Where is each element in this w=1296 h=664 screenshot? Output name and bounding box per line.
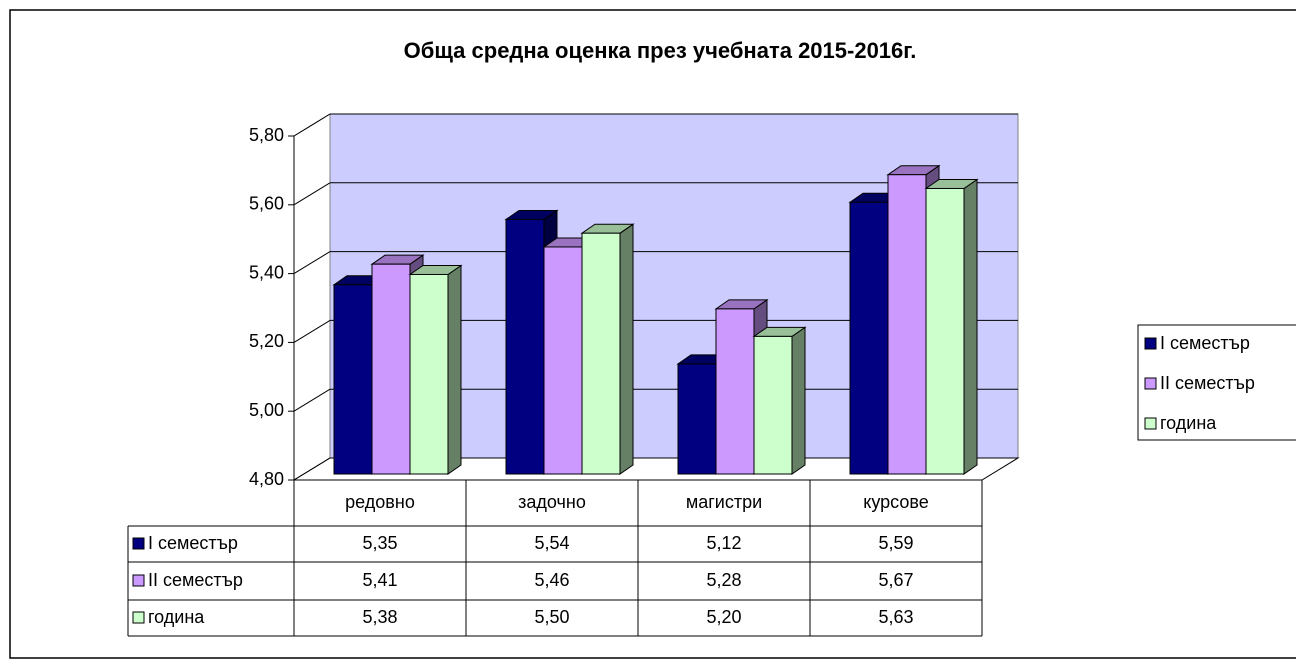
legend-box xyxy=(1137,324,1296,441)
table-value: 5,38 xyxy=(362,607,397,627)
bar xyxy=(715,308,755,475)
grid-line xyxy=(293,251,331,275)
table-value: 5,63 xyxy=(878,607,913,627)
table-value: 5,35 xyxy=(362,533,397,553)
grid-line xyxy=(293,457,331,481)
table-legend-key xyxy=(132,537,145,550)
bar xyxy=(505,218,545,475)
bar xyxy=(333,284,373,475)
bar xyxy=(677,363,717,475)
y-tick-label: 5,00 xyxy=(249,400,284,420)
grid-line xyxy=(293,113,331,137)
x-tick-label: редовно xyxy=(345,492,415,512)
table-value: 5,46 xyxy=(534,570,569,590)
legend-label: II семестър xyxy=(1160,373,1255,393)
grid-line xyxy=(293,182,331,206)
table-legend-key xyxy=(132,574,145,587)
bar xyxy=(887,174,927,475)
grid-line xyxy=(293,388,331,412)
table-value: 5,28 xyxy=(706,570,741,590)
table-value: 5,59 xyxy=(878,533,913,553)
bar xyxy=(925,187,965,475)
bar-side xyxy=(447,264,462,475)
bar xyxy=(581,232,621,475)
bar xyxy=(409,273,449,475)
legend-key xyxy=(1144,377,1157,390)
legend-label: година xyxy=(1160,413,1217,433)
side-wall xyxy=(293,113,331,481)
legend-label: I семестър xyxy=(1160,333,1250,353)
y-tick-label: 5,20 xyxy=(249,331,284,351)
table-series-name: година xyxy=(148,607,205,627)
table-series-name: I семестър xyxy=(148,533,238,553)
bar-side xyxy=(791,326,806,475)
y-tick-label: 5,60 xyxy=(249,194,284,214)
bar xyxy=(371,263,411,475)
y-tick-label: 4,80 xyxy=(249,469,284,489)
x-tick-label: магистри xyxy=(686,492,762,512)
table-value: 5,54 xyxy=(534,533,569,553)
bar-side xyxy=(963,178,978,475)
grid-line xyxy=(293,319,331,343)
table-legend-key xyxy=(132,611,145,624)
legend-key xyxy=(1144,337,1157,350)
table-value: 5,41 xyxy=(362,570,397,590)
bar xyxy=(543,246,583,475)
bar xyxy=(849,201,889,475)
table-series-name: II семестър xyxy=(148,570,243,590)
table-value: 5,50 xyxy=(534,607,569,627)
table-value: 5,67 xyxy=(878,570,913,590)
table-value: 5,20 xyxy=(706,607,741,627)
y-tick-label: 5,80 xyxy=(249,125,284,145)
chart-title: Обща средна оценка през учебната 2015-20… xyxy=(404,38,917,63)
x-tick-label: курсове xyxy=(863,492,928,512)
bar-side xyxy=(619,223,634,475)
legend-key xyxy=(1144,417,1157,430)
y-tick-label: 5,40 xyxy=(249,262,284,282)
x-tick-label: задочно xyxy=(518,492,586,512)
table-value: 5,12 xyxy=(706,533,741,553)
bar xyxy=(753,335,793,475)
